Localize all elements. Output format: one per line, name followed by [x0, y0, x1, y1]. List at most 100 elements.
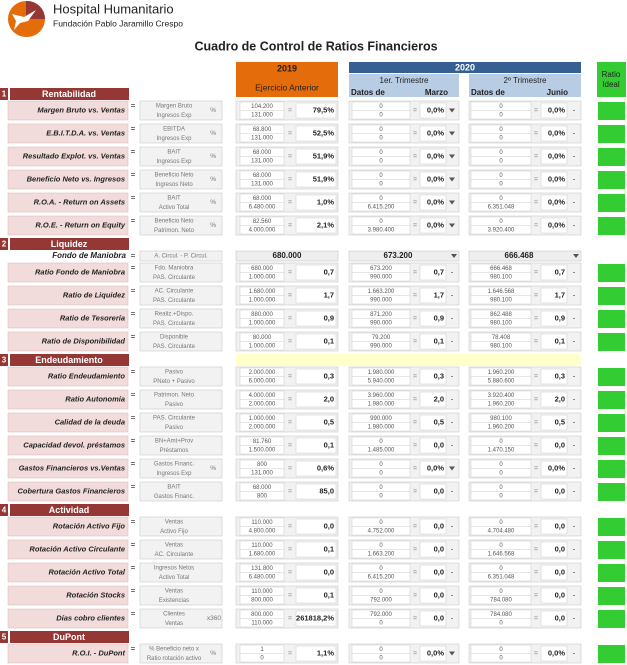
denominator-value: 1.000.000 — [249, 344, 276, 350]
numerator-value: 0 — [379, 589, 383, 595]
formula-denominator: Activo Fijo — [160, 529, 188, 535]
formula-denominator: PAS. Circulante — [153, 321, 196, 327]
denominator-value: 0 — [379, 159, 383, 165]
denominator-value: 6.351.048 — [488, 205, 515, 211]
equals: = — [413, 615, 417, 622]
dash: - — [573, 373, 576, 380]
result-value: 0,0% — [427, 220, 444, 229]
summary-value: 673.200 — [384, 251, 413, 260]
ideal-box — [598, 102, 625, 120]
dash: - — [573, 338, 576, 345]
numerator-value: 79.200 — [372, 335, 391, 341]
ideal-box — [598, 587, 625, 605]
equals: = — [288, 442, 292, 449]
numerator-value: 990.000 — [370, 416, 392, 422]
denominator-value: 2.000.000 — [249, 402, 276, 408]
result-value: 2,0 — [434, 394, 444, 403]
denominator-value: 0 — [379, 471, 383, 477]
denominator-value: 4.800.000 — [249, 529, 276, 535]
formula-box — [139, 458, 223, 479]
formula-box — [139, 412, 223, 433]
result-box — [540, 287, 568, 304]
dash: - — [573, 107, 576, 114]
formula-denominator: PAS. Circulante — [153, 344, 196, 350]
column-label: Marzo — [425, 88, 448, 97]
result-value: 0,0 — [434, 486, 444, 495]
equals: = — [534, 442, 538, 449]
header-2019 — [236, 62, 338, 97]
equals: = — [534, 569, 538, 576]
equals: = — [534, 396, 538, 403]
section-header — [10, 504, 129, 516]
denominator-value: 800.000 — [251, 598, 273, 604]
ratio-name: E.B.I.T.D.A. vs. Ventas — [46, 128, 125, 137]
result-box — [540, 587, 568, 604]
result-value: 0,0 — [434, 567, 444, 576]
numerator-value: 2.000.000 — [249, 370, 276, 376]
equals: = — [131, 101, 136, 110]
denominator-value: 0 — [499, 136, 503, 142]
formula: A. Circul. - P. Circul. — [154, 254, 208, 260]
dash: - — [451, 546, 454, 553]
summary-value: 680.000 — [273, 251, 302, 260]
result-box — [540, 264, 568, 281]
denominator-value: 1.000.000 — [249, 298, 276, 304]
formula-unit: % — [210, 176, 216, 183]
formula-box — [139, 215, 223, 236]
result-box — [540, 368, 568, 385]
denominator-value: 4.704.480 — [488, 529, 515, 535]
ratio-name-box — [7, 458, 129, 479]
result-box — [295, 483, 337, 500]
numerator-value: 68.000 — [253, 150, 272, 156]
formula-unit: % — [210, 465, 216, 472]
result-box — [419, 610, 447, 627]
equals: = — [288, 419, 292, 426]
denominator-value: 1.485.000 — [368, 448, 395, 454]
dash: - — [451, 569, 454, 576]
formula-box — [139, 608, 223, 629]
denominator-value: 131.000 — [251, 159, 273, 165]
year-label: 2020 — [455, 62, 475, 72]
equals: = — [534, 373, 538, 380]
result-box — [295, 194, 337, 211]
formula-numerator: Beneficio Neto — [154, 173, 194, 179]
formula-unit: % — [210, 153, 216, 160]
denominator-value: 4.752.000 — [368, 529, 395, 535]
equals: = — [131, 540, 136, 549]
formula-unit: x360 — [207, 615, 221, 622]
numerator-value: 0 — [499, 520, 503, 526]
result-box — [419, 541, 447, 558]
equals: = — [131, 263, 136, 272]
result-value: 0,9 — [434, 313, 444, 322]
ratio-name: Margen Bruto vs. Ventas — [37, 105, 125, 114]
numerator-value: 1.960.200 — [488, 370, 515, 376]
equals: = — [413, 315, 417, 322]
equals: = — [534, 269, 538, 276]
equals: = — [413, 338, 417, 345]
result-box — [419, 645, 447, 662]
numerator-value: 0 — [499, 219, 503, 225]
equals: = — [413, 650, 417, 657]
numerator-value: 81.760 — [253, 439, 272, 445]
ideal-box — [598, 564, 625, 582]
equals: = — [413, 523, 417, 530]
numerator-value: 3.920.400 — [488, 393, 515, 399]
result-value: 0,0 — [555, 567, 565, 576]
result-value: 0,3 — [324, 371, 334, 380]
dash: - — [451, 269, 454, 276]
formula-denominator: Ventas — [165, 621, 183, 627]
denominator-value: 131.000 — [251, 182, 273, 188]
result-value: 79,5% — [313, 105, 335, 114]
formula-denominator: Ingresos Exp — [156, 471, 192, 477]
equals: = — [131, 644, 136, 653]
dash: - — [573, 315, 576, 322]
result-value: 0,1 — [324, 336, 334, 345]
equals: = — [288, 176, 292, 183]
result-box — [295, 171, 337, 188]
result-box — [540, 483, 568, 500]
numerator-value: 110.000 — [251, 543, 273, 549]
dash: - — [451, 615, 454, 622]
numerator-value: 0 — [379, 127, 383, 133]
denominator-value: 131.000 — [251, 113, 273, 119]
result-box — [540, 564, 568, 581]
